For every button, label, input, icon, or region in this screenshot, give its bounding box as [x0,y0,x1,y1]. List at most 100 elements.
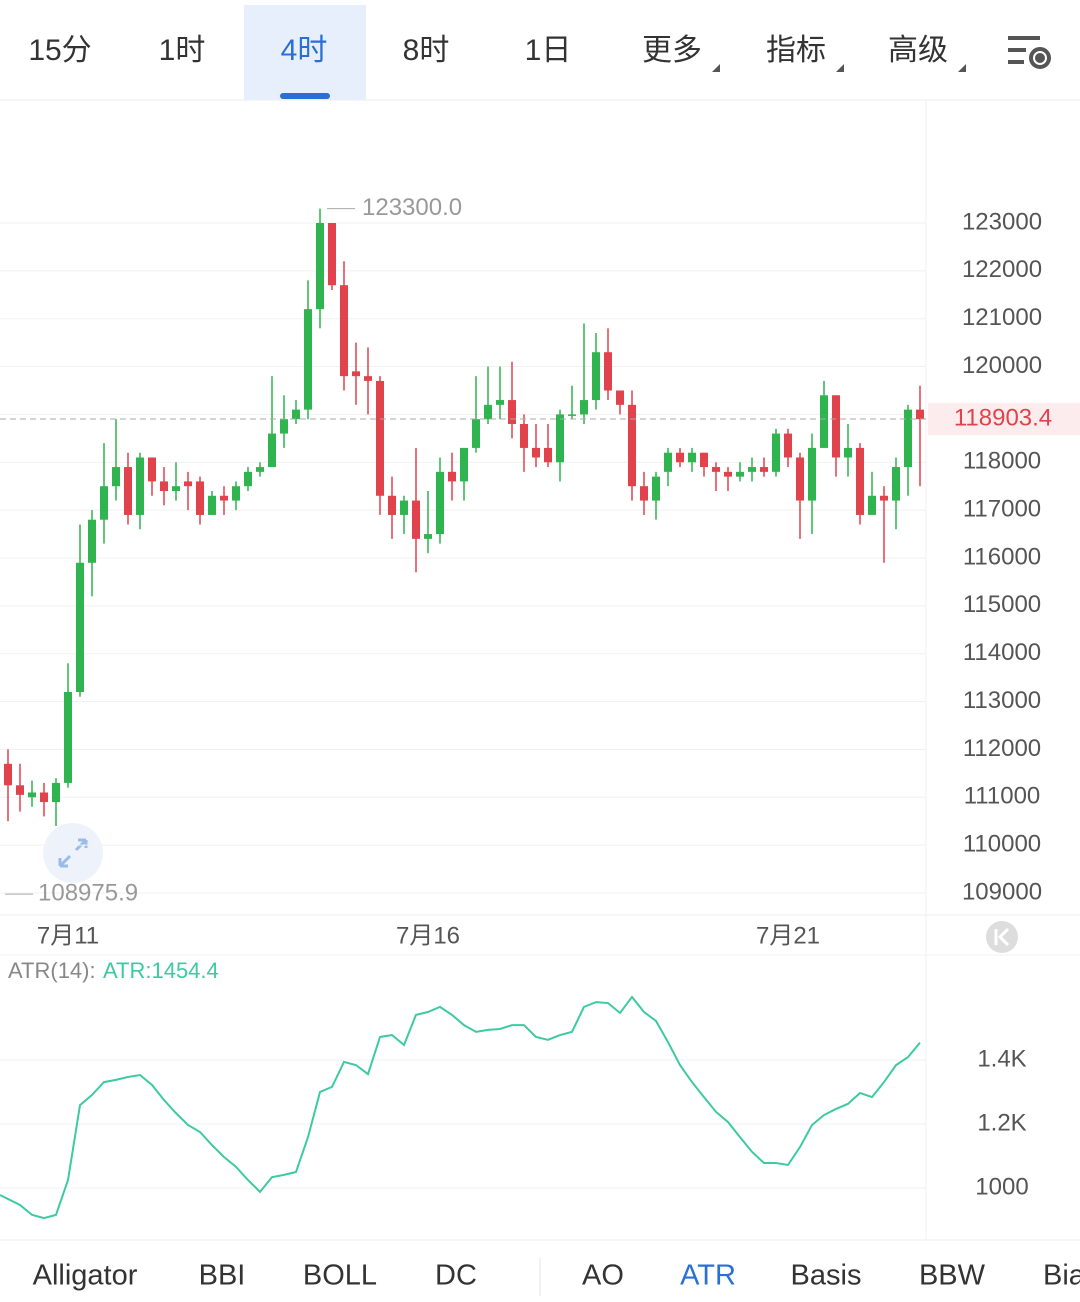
tab[interactable]: 15分 [28,34,91,67]
candle-body [292,409,300,420]
candle-body [184,481,192,487]
candle-body [352,371,360,377]
y-tick-label: 118000 [963,448,1041,475]
y-tick-label: 1.4K [977,1045,1026,1072]
candle-body [700,452,708,468]
tab[interactable]: 更多 [642,34,702,67]
candle-body [760,467,768,472]
tab[interactable]: 1日 [525,34,572,67]
y-tick-label: 121000 [962,304,1042,331]
y-tick-label: 111000 [964,783,1041,810]
candle-body [616,390,624,405]
candle-body [472,419,480,448]
candle-body [424,534,432,539]
candle-body [532,447,540,458]
candle-body [688,452,696,463]
x-tick-label: 7月21 [756,922,820,949]
candle-body [904,409,912,468]
dropdown-caret [712,64,720,72]
tab[interactable]: 4时 [281,34,328,67]
candle-body [784,433,792,458]
candle-body [316,222,324,310]
candle-body [340,285,348,377]
candle-body [556,414,564,463]
candle-body [736,471,744,477]
active-tab-bg [244,5,366,100]
candle-body [844,447,852,458]
candle-body [520,423,528,448]
y-tick-label: 112000 [963,735,1041,762]
candle-body [16,785,24,795]
candle-body [112,467,120,487]
candle-body [160,481,168,491]
y-tick-label: 117000 [963,495,1041,522]
candle-body [76,562,84,692]
tab[interactable]: 1时 [159,34,206,67]
candle-body [640,486,648,501]
indicator-tab[interactable]: AO [582,1260,624,1292]
y-tick-label: 123000 [962,208,1042,235]
y-tick-label: 120000 [962,352,1042,379]
expand-icon[interactable] [43,823,103,883]
tab[interactable]: 指标 [766,34,826,67]
settings-icon[interactable] [1008,36,1051,69]
candle-body [604,352,612,391]
indicator-tab[interactable]: BBI [199,1260,246,1292]
candle-body [856,447,864,515]
candle-body [652,476,660,501]
atr-line [0,995,921,1220]
candle-body [868,495,876,515]
candle-body [28,792,36,798]
y-tick-label: 113000 [963,687,1041,714]
x-tick-label: 7月11 [37,922,99,949]
dropdown-caret [958,64,966,72]
indicator-tab[interactable]: BBW [919,1260,986,1292]
indicator-tab[interactable]: DC [435,1260,477,1292]
y-tick-label: 114000 [963,639,1041,666]
last-price-bg [928,403,1080,436]
candle-body [892,467,900,501]
candle-body [148,457,156,482]
candle-body [40,792,48,803]
y-tick-label: 122000 [962,256,1042,283]
candle-body [664,452,672,472]
candle-body [484,404,492,420]
scroll-end-button[interactable] [986,921,1018,953]
low-marker-label: 108975.9 [38,879,138,906]
candle-body [124,467,132,515]
candle-body [724,471,732,477]
candle-body [232,486,240,501]
indicator-tab[interactable]: BOLL [303,1260,377,1292]
candle-body [568,414,576,416]
high-marker-label: 123300.0 [362,194,462,221]
candle-body [448,471,456,482]
tab[interactable]: 高级 [888,34,948,67]
dropdown-caret [836,64,844,72]
indicator-tab[interactable]: Bias [1043,1260,1080,1292]
indicator-tab[interactable]: ATR [680,1260,736,1292]
candle-body [88,519,96,563]
candle-body [460,447,468,482]
candle-body [400,500,408,515]
candle-body [388,495,396,515]
candle-body [244,471,252,487]
indicator-value: ATR:1454.4 [103,958,219,983]
candle-body [100,486,108,520]
candle-body [676,452,684,463]
tab[interactable]: 8时 [403,34,450,67]
candle-body [496,400,504,405]
y-tick-label: 1000 [975,1173,1028,1200]
candle-body [412,500,420,539]
active-tab-indicator [280,93,330,99]
candle-body [796,457,804,501]
indicator-label: ATR(14): [8,958,96,983]
candle-body [304,309,312,410]
indicator-tab[interactable]: Basis [791,1260,862,1292]
candle-body [916,409,924,420]
y-tick-label: 115000 [963,591,1041,618]
candle-body [196,481,204,515]
indicator-tab[interactable]: Alligator [33,1260,138,1292]
x-tick-label: 7月16 [396,922,460,949]
candle-body [4,763,12,786]
